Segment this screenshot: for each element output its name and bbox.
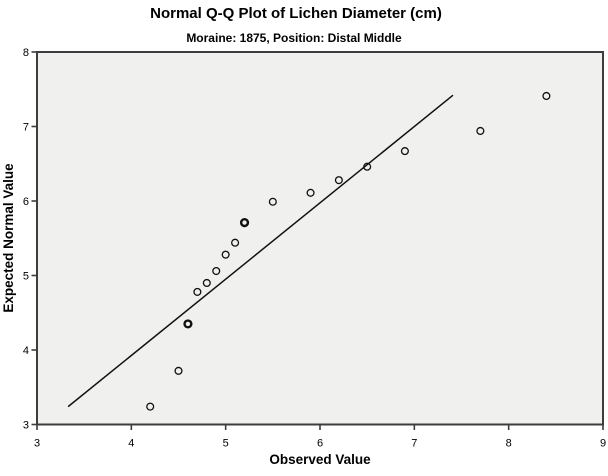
reference-line <box>67 94 454 408</box>
y-tick-label: 5 <box>23 271 29 283</box>
plot-frame <box>36 51 604 426</box>
x-tick-label: 6 <box>317 438 323 450</box>
x-tick-label: 8 <box>506 438 512 450</box>
data-point <box>306 188 315 197</box>
y-axis-title: Expected Normal Value <box>1 163 16 313</box>
data-point <box>221 250 230 259</box>
x-tick-label: 4 <box>128 438 134 450</box>
x-axis-title: Observed Value <box>269 452 371 467</box>
data-point <box>183 319 193 329</box>
plot-layer: 3 4 5 6 7 8 9 3 4 5 6 7 8 <box>23 47 606 450</box>
data-point <box>146 402 155 411</box>
y-tick-label: 7 <box>23 122 29 134</box>
data-point <box>542 91 551 101</box>
data-point <box>363 162 372 171</box>
data-point <box>239 218 250 228</box>
y-tick-label: 4 <box>23 345 29 357</box>
chart-subtitle: Moraine: 1875, Position: Distal Middle <box>186 31 402 45</box>
chart-title: Normal Q-Q Plot of Lichen Diameter (cm) <box>150 5 442 22</box>
data-point <box>202 278 211 288</box>
data-point <box>231 238 240 247</box>
data-point <box>212 266 221 276</box>
x-tick-label: 9 <box>600 438 606 450</box>
data-point <box>268 197 277 206</box>
y-tick-label: 3 <box>23 420 29 432</box>
data-point <box>334 176 343 185</box>
data-point <box>193 287 202 296</box>
data-point <box>174 366 183 375</box>
x-tick-label: 5 <box>223 438 229 450</box>
data-point <box>476 126 485 136</box>
x-tick-label: 3 <box>34 438 40 450</box>
y-tick-label: 6 <box>23 196 29 208</box>
y-tick-label: 8 <box>23 47 29 59</box>
x-tick-label: 7 <box>411 438 417 450</box>
data-point <box>400 147 409 156</box>
plot-background <box>37 52 603 425</box>
